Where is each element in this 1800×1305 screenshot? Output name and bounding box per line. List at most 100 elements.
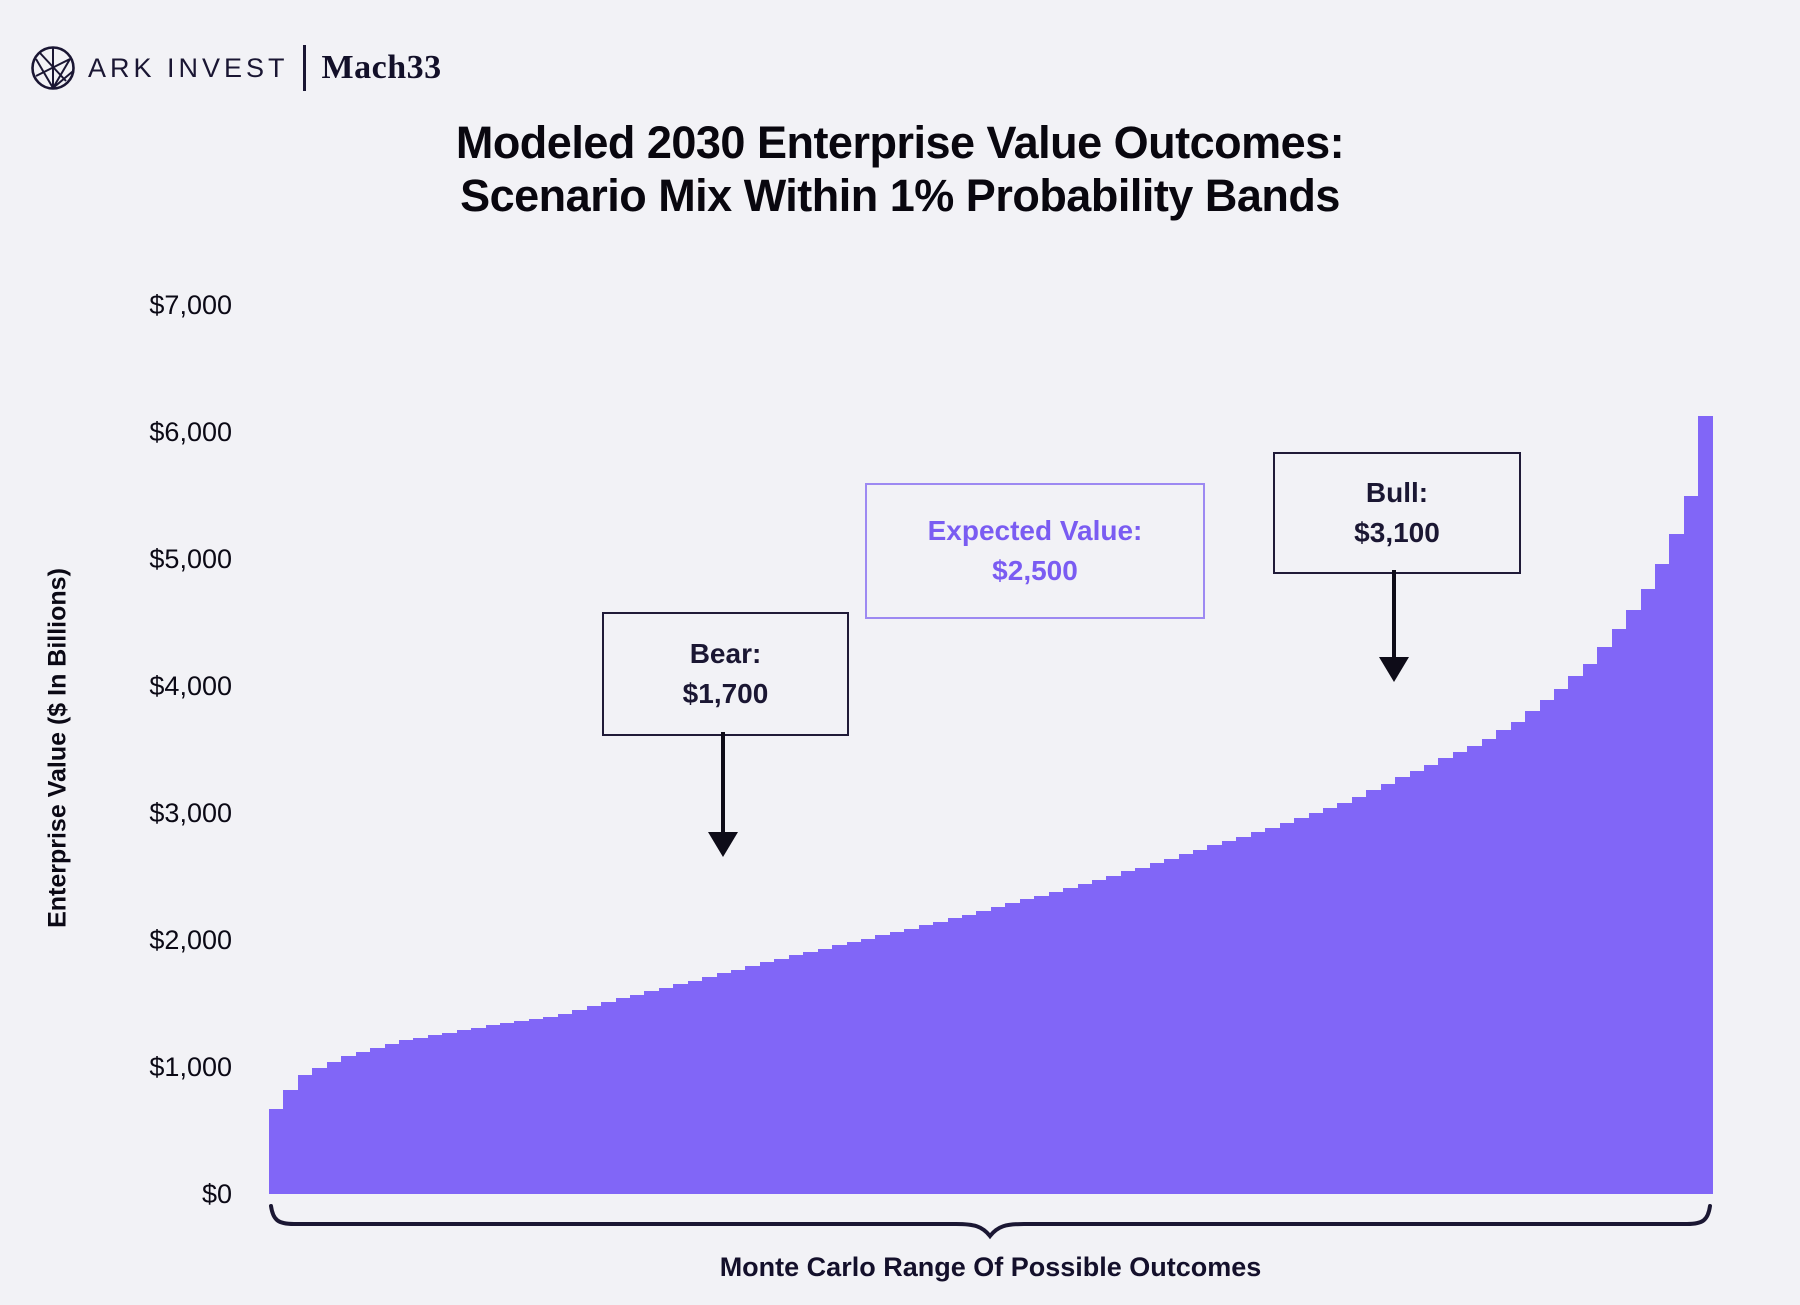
- probability-band-bar: [1481, 739, 1497, 1194]
- probability-band-bar: [976, 910, 991, 1194]
- annotation-bull-label: Bull:: [1365, 477, 1429, 508]
- probability-band-bar: [514, 1021, 529, 1194]
- bull-arrow-stem: [1392, 570, 1396, 659]
- y-tick-label: $4,000: [149, 671, 232, 701]
- probability-band-bar: [1149, 863, 1165, 1194]
- probability-band-bar: [1380, 783, 1396, 1194]
- probability-band-bar: [442, 1032, 457, 1194]
- probability-band-bar: [644, 991, 659, 1194]
- probability-band-bar: [1626, 609, 1641, 1194]
- probability-band-bar: [471, 1027, 486, 1194]
- annotation-expected-value: Expected Value: $2,500: [865, 483, 1205, 619]
- probability-band-bar: [1236, 836, 1251, 1194]
- probability-band-bar: [1005, 903, 1020, 1194]
- y-tick-label: $5,000: [149, 544, 232, 574]
- probability-band-bar: [312, 1068, 327, 1194]
- y-tick-label: $7,000: [149, 290, 232, 320]
- y-tick-label: $0: [201, 1179, 232, 1209]
- probability-band-bar: [1409, 771, 1424, 1194]
- probability-band-bar: [1308, 813, 1323, 1194]
- probability-band-bar: [601, 1002, 616, 1194]
- probability-band-bar: [832, 945, 847, 1194]
- probability-band-bar: [1077, 884, 1092, 1194]
- probability-band-bar: [933, 921, 948, 1194]
- probability-band-bar: [687, 980, 703, 1194]
- brand-name-ark-invest: ARK INVEST: [88, 52, 289, 83]
- probability-band-bar: [1178, 854, 1193, 1194]
- probability-band-bar: [1207, 845, 1222, 1194]
- probability-band-bar: [1655, 564, 1670, 1194]
- probability-band-bar: [1019, 899, 1035, 1194]
- probability-band-bar: [1582, 664, 1598, 1194]
- probability-band-bar: [1698, 415, 1713, 1194]
- probability-band-bar: [1568, 675, 1583, 1194]
- probability-band-bar: [860, 938, 876, 1194]
- annotation-bear-label: Bear:: [689, 638, 762, 669]
- probability-band-bar: [1250, 832, 1266, 1194]
- annotation-bull-value: $3,100: [1354, 517, 1440, 548]
- title-line-1: Modeled 2030 Enterprise Value Outcomes:: [455, 117, 1345, 168]
- probability-band-bar: [427, 1035, 443, 1194]
- probability-band-bar: [759, 962, 775, 1194]
- probability-band-bar: [731, 969, 746, 1194]
- probability-band-bar: [788, 955, 804, 1194]
- probability-band-bar: [485, 1025, 500, 1194]
- probability-band-bar: [1496, 730, 1511, 1194]
- probability-band-bar: [918, 924, 934, 1194]
- probability-band-bar: [557, 1013, 573, 1194]
- probability-band-bar: [774, 959, 789, 1194]
- probability-band-bar: [341, 1056, 356, 1194]
- probability-band-bar: [673, 984, 688, 1194]
- y-tick-label: $1,000: [149, 1052, 232, 1082]
- brand-header: ARK INVEST Mach33: [30, 40, 442, 96]
- probability-band-bar: [398, 1040, 414, 1194]
- probability-band-bar: [1048, 891, 1064, 1194]
- probability-band-bar: [1063, 887, 1078, 1194]
- page-title: Modeled 2030 Enterprise Value Outcomes: …: [0, 116, 1800, 222]
- probability-band-bar: [904, 928, 919, 1194]
- probability-band-bar: [297, 1075, 313, 1194]
- y-tick-label: $3,000: [149, 798, 232, 828]
- brand-name-mach33: Mach33: [321, 49, 442, 86]
- probability-band-bar: [716, 973, 731, 1194]
- probability-band-bar: [745, 966, 760, 1194]
- probability-band-bar: [1683, 495, 1699, 1194]
- probability-band-bar: [1424, 764, 1439, 1194]
- probability-band-bar: [947, 917, 962, 1194]
- probability-band-bar: [543, 1017, 558, 1194]
- probability-band-bar: [846, 941, 861, 1194]
- y-axis-ticks: $0 $1,000 $2,000 $3,000 $4,000 $5,000 $6,000 $7…: [0, 0, 232, 1305]
- probability-band-bar: [1611, 628, 1627, 1194]
- probability-band-bar: [572, 1009, 587, 1194]
- plot-area: [269, 305, 1713, 1194]
- probability-band-bar: [658, 987, 674, 1194]
- probability-band-bar: [384, 1044, 399, 1194]
- probability-band-bar: [1193, 849, 1208, 1194]
- probability-band-bar: [990, 906, 1006, 1194]
- probability-band-bar: [1135, 867, 1150, 1194]
- probability-band-bar: [629, 995, 645, 1194]
- probability-band-bar: [1351, 796, 1367, 1194]
- probability-band-bar: [1279, 823, 1295, 1194]
- probability-band-bar: [355, 1051, 371, 1194]
- probability-band-bar: [283, 1089, 298, 1194]
- probability-band-bar: [1294, 818, 1309, 1194]
- probability-band-bar: [1034, 895, 1049, 1194]
- probability-band-bar: [1120, 871, 1136, 1194]
- probability-band-bar: [615, 998, 630, 1194]
- annotation-expected-label: Expected Value:: [927, 515, 1143, 546]
- annotation-bull: Bull: $3,100: [1273, 452, 1521, 574]
- probability-band-bar: [1553, 688, 1569, 1194]
- probability-band-bar: [1467, 745, 1482, 1194]
- probability-band-bar: [1366, 790, 1381, 1194]
- x-axis-brace-icon: [269, 1204, 1712, 1240]
- probability-band-bar: [586, 1006, 602, 1194]
- probability-band-bar: [1597, 646, 1612, 1194]
- y-tick-label: $2,000: [149, 925, 232, 955]
- probability-band-bar: [1337, 802, 1352, 1194]
- probability-band-bar: [817, 948, 833, 1194]
- probability-band-bar: [1164, 858, 1179, 1194]
- probability-band-bar: [1395, 777, 1410, 1194]
- ark-globe-icon: [31, 46, 75, 90]
